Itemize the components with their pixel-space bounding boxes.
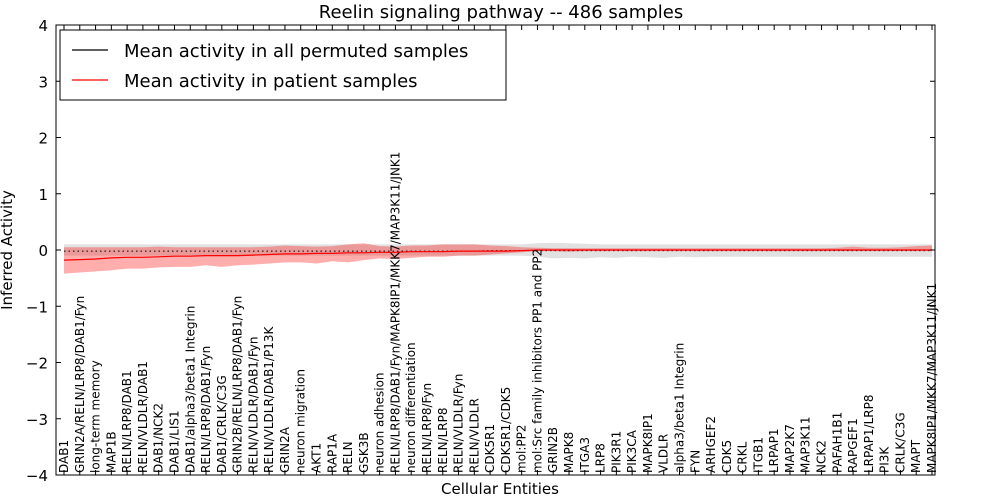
x-tick-label: MAPK8IP1 [641,413,655,473]
x-tick-label: CDK5R1 [483,424,497,473]
legend-box [59,29,507,101]
x-tick-label: RELN/LRP8/DAB1 [120,370,134,473]
x-tick-label: MAPT [909,439,923,473]
x-tick-label: RELN/LRP8 [436,407,450,473]
x-tick-label: DAB1 [57,440,71,473]
x-axis-label: Cellular Entities [441,480,559,498]
x-tick-label: DAB1/LIS1 [168,410,182,473]
legend-label-permuted: Mean activity in all permuted samples [124,41,468,62]
x-tick-label: MAP2K7 [783,424,797,473]
y-tick-label: −4 [26,467,48,485]
x-tick-label: neuron differentiation [404,342,418,473]
y-tick-label: 2 [38,130,48,148]
x-tick-label: LRPAP1/LRP8 [862,394,876,473]
y-tick-label: −2 [26,355,48,373]
x-tick-label: RELN/VLDLR/DAB1/Fyn [246,337,260,473]
y-axis-label: Inferred Activity [0,190,16,310]
x-tick-label: PI3K [878,446,892,473]
x-tick-label: neuron adhesion [373,372,387,473]
x-tick-label: CRLK/C3G [893,412,907,473]
x-tick-label: FYN [688,450,702,473]
x-tick-label: DAB1/alpha3/beta1 Integrin [183,306,197,473]
y-tick-label: 0 [38,242,48,260]
x-tick-label: long-term memory [89,360,103,473]
y-tick-label: 1 [38,186,48,204]
chart-title: Reelin signaling pathway -- 486 samples [319,2,683,23]
y-tick-label: 3 [38,73,48,91]
x-tick-label: RELN/LRP8/DAB1/Fyn/MAPK8IP1/MKK7/MAP3K11… [388,152,402,473]
x-tick-label: GRIN2B [546,427,560,473]
x-tick-label: DAB1/CRLK/C3G [215,375,229,473]
x-tick-label: alpha3/beta1 Integrin [673,343,687,473]
legend: Mean activity in all permuted samples Me… [59,29,507,101]
x-tick-label: GRIN2A [278,426,292,473]
x-tick-label: CDK5R1/CDK5 [499,387,513,473]
x-tick-label: LRP8 [594,443,608,473]
x-tick-label: MAP3K11 [799,416,813,473]
y-tick-label: 4 [38,17,48,35]
x-tick-label: VLDLR [657,434,671,473]
x-tick-label: RELN/VLDLR/Fyn [452,374,466,473]
x-tick-label: ARHGEF2 [704,416,718,473]
y-tick-label: −3 [26,411,48,429]
x-tick-label: LRPAP1 [767,428,781,473]
x-tick-label: RELN/LRP8/Fyn [420,383,434,473]
x-tick-label: PAFAH1B1 [830,412,844,473]
line-permuted-dotted [64,250,932,252]
x-tick-label: GSK3B [357,432,371,473]
x-tick-label: mol:PP2 [515,424,529,473]
x-tick-label: ITGA3 [578,437,592,473]
x-tick-label: neuron migration [294,369,308,473]
x-tick-label: PIK3R1 [609,431,623,473]
x-tick-label: MAP1B [104,431,118,473]
x-tick-label: DAB1/NCK2 [152,403,166,473]
x-tick-label: RELN/VLDLR/DAB1 [136,361,150,473]
x-tick-label: CDK5 [720,440,734,473]
x-tick-label: RELN [341,441,355,473]
x-tick-label: MAPK8IP1/MKK7/MAP3K11/JNK1 [925,283,939,473]
x-tick-label: RAP1A [325,433,339,473]
x-tick-label: GRIN2A/RELN/LRP8/DAB1/Fyn [73,296,87,473]
x-tick-label: RELN/LRP8/DAB1/Fyn [199,346,213,473]
line-patient [63,249,932,261]
x-tick-label: RELN/VLDLR/DAB1/P13K [262,326,276,473]
x-tick-label: RELN/VLDLR [467,398,481,473]
x-tick-label: mol:Src family inhibitors PP1 and PP2 [531,249,545,473]
x-tick-label: RAPGEF1 [846,418,860,473]
plot-frame [55,24,936,476]
x-tick-label: GRIN2B/RELN/LRP8/DAB1/Fyn [231,296,245,473]
x-tick-label: ITGB1 [751,437,765,473]
y-tick-label: −1 [26,298,48,316]
x-tick-label: PIK3CA [625,429,639,473]
x-tick-label: NCK2 [815,440,829,473]
x-tick-label: CRKL [736,441,750,473]
x-tick-label: AKT1 [310,443,324,473]
x-tick-label: MAPK8 [562,432,576,473]
legend-label-patient: Mean activity in patient samples [124,71,418,92]
